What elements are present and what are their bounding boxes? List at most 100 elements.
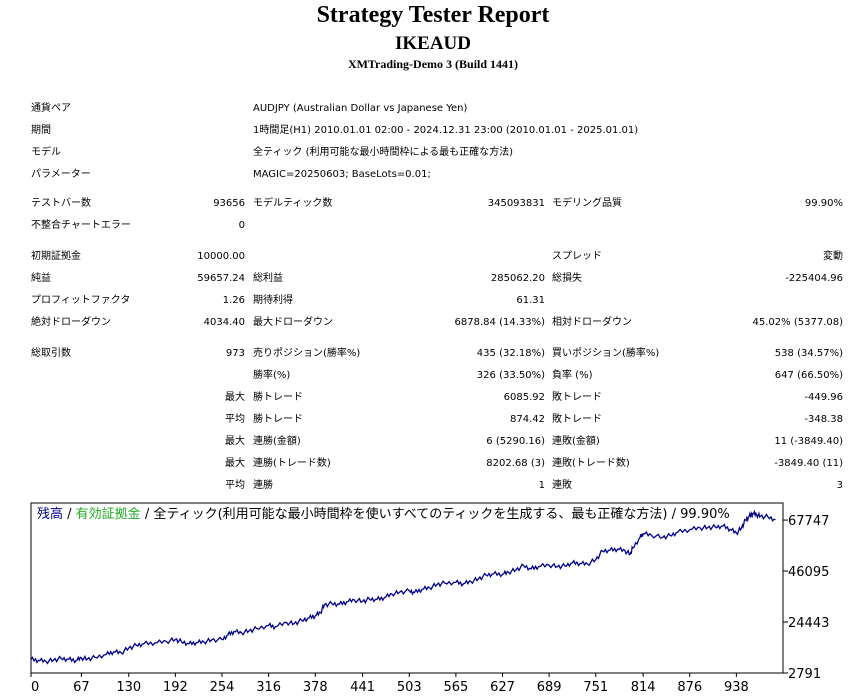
mismatch-label: 不整合チャートエラー xyxy=(31,220,131,231)
avg-win-value: 874.42 xyxy=(510,414,545,425)
x-tick-label: 441 xyxy=(350,680,375,695)
report-build: XMTrading-Demo 3 (Build 1441) xyxy=(347,57,519,71)
avg-cons-loss-value: 3 xyxy=(836,480,843,491)
max-cons-lossamt-label: 連敗(トレード数) xyxy=(552,458,630,469)
gross-loss-value: -225404.96 xyxy=(785,273,843,284)
report-title: Strategy Tester Report xyxy=(316,2,550,28)
x-tick-label: 192 xyxy=(163,680,188,695)
legend-equity: 有効証拠金 xyxy=(76,506,141,522)
net-label: 純益 xyxy=(31,273,51,284)
spread-value: 変動 xyxy=(823,251,843,262)
avg-cons-win-label: 連勝 xyxy=(253,480,273,491)
max-label: 最大 xyxy=(225,392,245,403)
y-tick-label: 46095 xyxy=(788,565,829,580)
max-cons-win-value: 6 (5290.16) xyxy=(486,436,545,447)
abs-dd-value: 4034.40 xyxy=(203,317,245,328)
y-tick-label: 2791 xyxy=(788,667,821,682)
x-axis: 0 67 130 192 254 316 378 441 503 565 627 689 751 814 8… xyxy=(30,673,749,695)
x-tick-label: 751 xyxy=(583,680,608,695)
short-label: 売りポジション(勝率%) xyxy=(253,348,361,359)
long-value: 538 (34.57%) xyxy=(774,348,843,359)
report-symbol: IKEAUD xyxy=(394,33,471,54)
loss-value: 647 (66.50%) xyxy=(774,370,843,381)
expected-label: 期待利得 xyxy=(253,295,293,306)
y-tick-label: 67747 xyxy=(788,514,829,529)
x-tick-label: 67 xyxy=(73,680,90,695)
period-value: 1時間足(H1) 2010.01.01 02:00 - 2024.12.31 2… xyxy=(253,125,639,136)
legend-separator-2: / xyxy=(141,507,154,522)
y-tick-label: 24443 xyxy=(788,616,829,631)
max-cons-loss-label: 連敗(金額) xyxy=(552,436,600,447)
bars-label: テストバー数 xyxy=(31,198,91,209)
largest-loss-label: 敗トレード xyxy=(552,392,602,403)
loss-label: 負率 (%) xyxy=(552,370,593,381)
x-tick-label: 130 xyxy=(116,680,141,695)
x-tick-label: 876 xyxy=(677,680,702,695)
avg-cons-win-value: 1 xyxy=(538,480,545,491)
max-cons-loss-value: 11 (-3849.40) xyxy=(774,436,843,447)
balance-series-line xyxy=(30,509,776,665)
rel-dd-value: 45.02% (5377.08) xyxy=(752,317,843,328)
x-tick-label: 627 xyxy=(490,680,515,695)
win-label: 勝率(%) xyxy=(253,370,291,381)
max-label-3: 最大 xyxy=(225,458,245,469)
max-cons-lossamt-value: -3849.40 (11) xyxy=(774,458,843,469)
pair-label: 通貨ペア xyxy=(31,103,71,114)
x-tick-label: 565 xyxy=(443,680,468,695)
avg-loss-label: 敗トレード xyxy=(552,414,602,425)
avg-loss-value: -348.38 xyxy=(804,414,843,425)
pf-value: 1.26 xyxy=(222,295,245,306)
max-cons-profit-value: 8202.68 (3) xyxy=(486,458,545,469)
params-value: MAGIC=20250603; BaseLots=0.01; xyxy=(253,169,431,180)
params-label: パラメーター xyxy=(31,169,91,180)
avg-win-label: 勝トレード xyxy=(253,414,303,425)
largest-loss-value: -449.96 xyxy=(804,392,843,403)
x-tick-label: 254 xyxy=(210,680,235,695)
max-dd-label: 最大ドローダウン xyxy=(253,317,333,328)
max-cons-win-label: 連勝(金額) xyxy=(253,436,301,447)
gross-profit-value: 285062.20 xyxy=(490,273,545,284)
mismatch-value: 0 xyxy=(238,220,245,231)
pf-label: プロフィットファクタ xyxy=(31,295,131,306)
gross-profit-label: 総利益 xyxy=(253,273,283,284)
deposit-value: 10000.00 xyxy=(197,251,245,262)
rel-dd-label: 相対ドローダウン xyxy=(552,317,632,328)
x-tick-label: 689 xyxy=(537,680,562,695)
quality-value: 99.90% xyxy=(804,198,843,209)
x-tick-label: 0 xyxy=(31,680,39,695)
model-value: 全ティック (利用可能な最小時間枠による最も正確な方法) xyxy=(253,147,514,158)
short-value: 435 (32.18%) xyxy=(476,348,545,359)
spread-label: スプレッド xyxy=(552,251,602,262)
period-label: 期間 xyxy=(31,125,51,136)
avg-label-2: 平均 xyxy=(225,480,245,491)
max-dd-value: 6878.84 (14.33%) xyxy=(454,317,545,328)
y-axis: 2791 24443 46095 67747 xyxy=(783,514,829,682)
legend-separator-1: / xyxy=(63,507,76,522)
pair-value: AUDJPY (Australian Dollar vs Japanese Ye… xyxy=(253,103,468,114)
chart-frame xyxy=(30,502,784,674)
balance-chart: 残高 / 有効証拠金 / 全ティック(利用可能な最小時間枠を使いすべてのティック… xyxy=(30,502,829,695)
x-tick-label: 316 xyxy=(256,680,281,695)
avg-label: 平均 xyxy=(225,414,245,425)
expected-value: 61.31 xyxy=(516,295,545,306)
chart-legend: 残高 / 有効証拠金 / 全ティック(利用可能な最小時間枠を使いすべてのティック… xyxy=(37,506,730,522)
max-cons-profit-label: 連勝(トレード数) xyxy=(253,458,331,469)
legend-model: 全ティック(利用可能な最小時間枠を使いすべてのティックを生成する、最も正確な方法… xyxy=(153,506,729,522)
deposit-label: 初期証拠金 xyxy=(31,251,81,262)
gross-loss-label: 総損失 xyxy=(552,273,582,284)
x-tick-label: 938 xyxy=(724,680,749,695)
ticks-label: モデルティック数 xyxy=(253,198,333,209)
ticks-value: 345093831 xyxy=(487,198,545,209)
quality-label: モデリング品質 xyxy=(552,198,622,209)
trades-label: 総取引数 xyxy=(31,348,71,359)
max-label-2: 最大 xyxy=(225,436,245,447)
net-value: 59657.24 xyxy=(197,273,245,284)
trades-value: 973 xyxy=(225,348,245,359)
long-label: 買いポジション(勝率%) xyxy=(552,348,660,359)
largest-win-value: 6085.92 xyxy=(503,392,545,403)
x-tick-label: 503 xyxy=(397,680,422,695)
bars-value: 93656 xyxy=(213,198,245,209)
avg-cons-loss-label: 連敗 xyxy=(552,480,572,491)
x-tick-label: 814 xyxy=(631,680,656,695)
abs-dd-label: 絶対ドローダウン xyxy=(31,317,111,328)
